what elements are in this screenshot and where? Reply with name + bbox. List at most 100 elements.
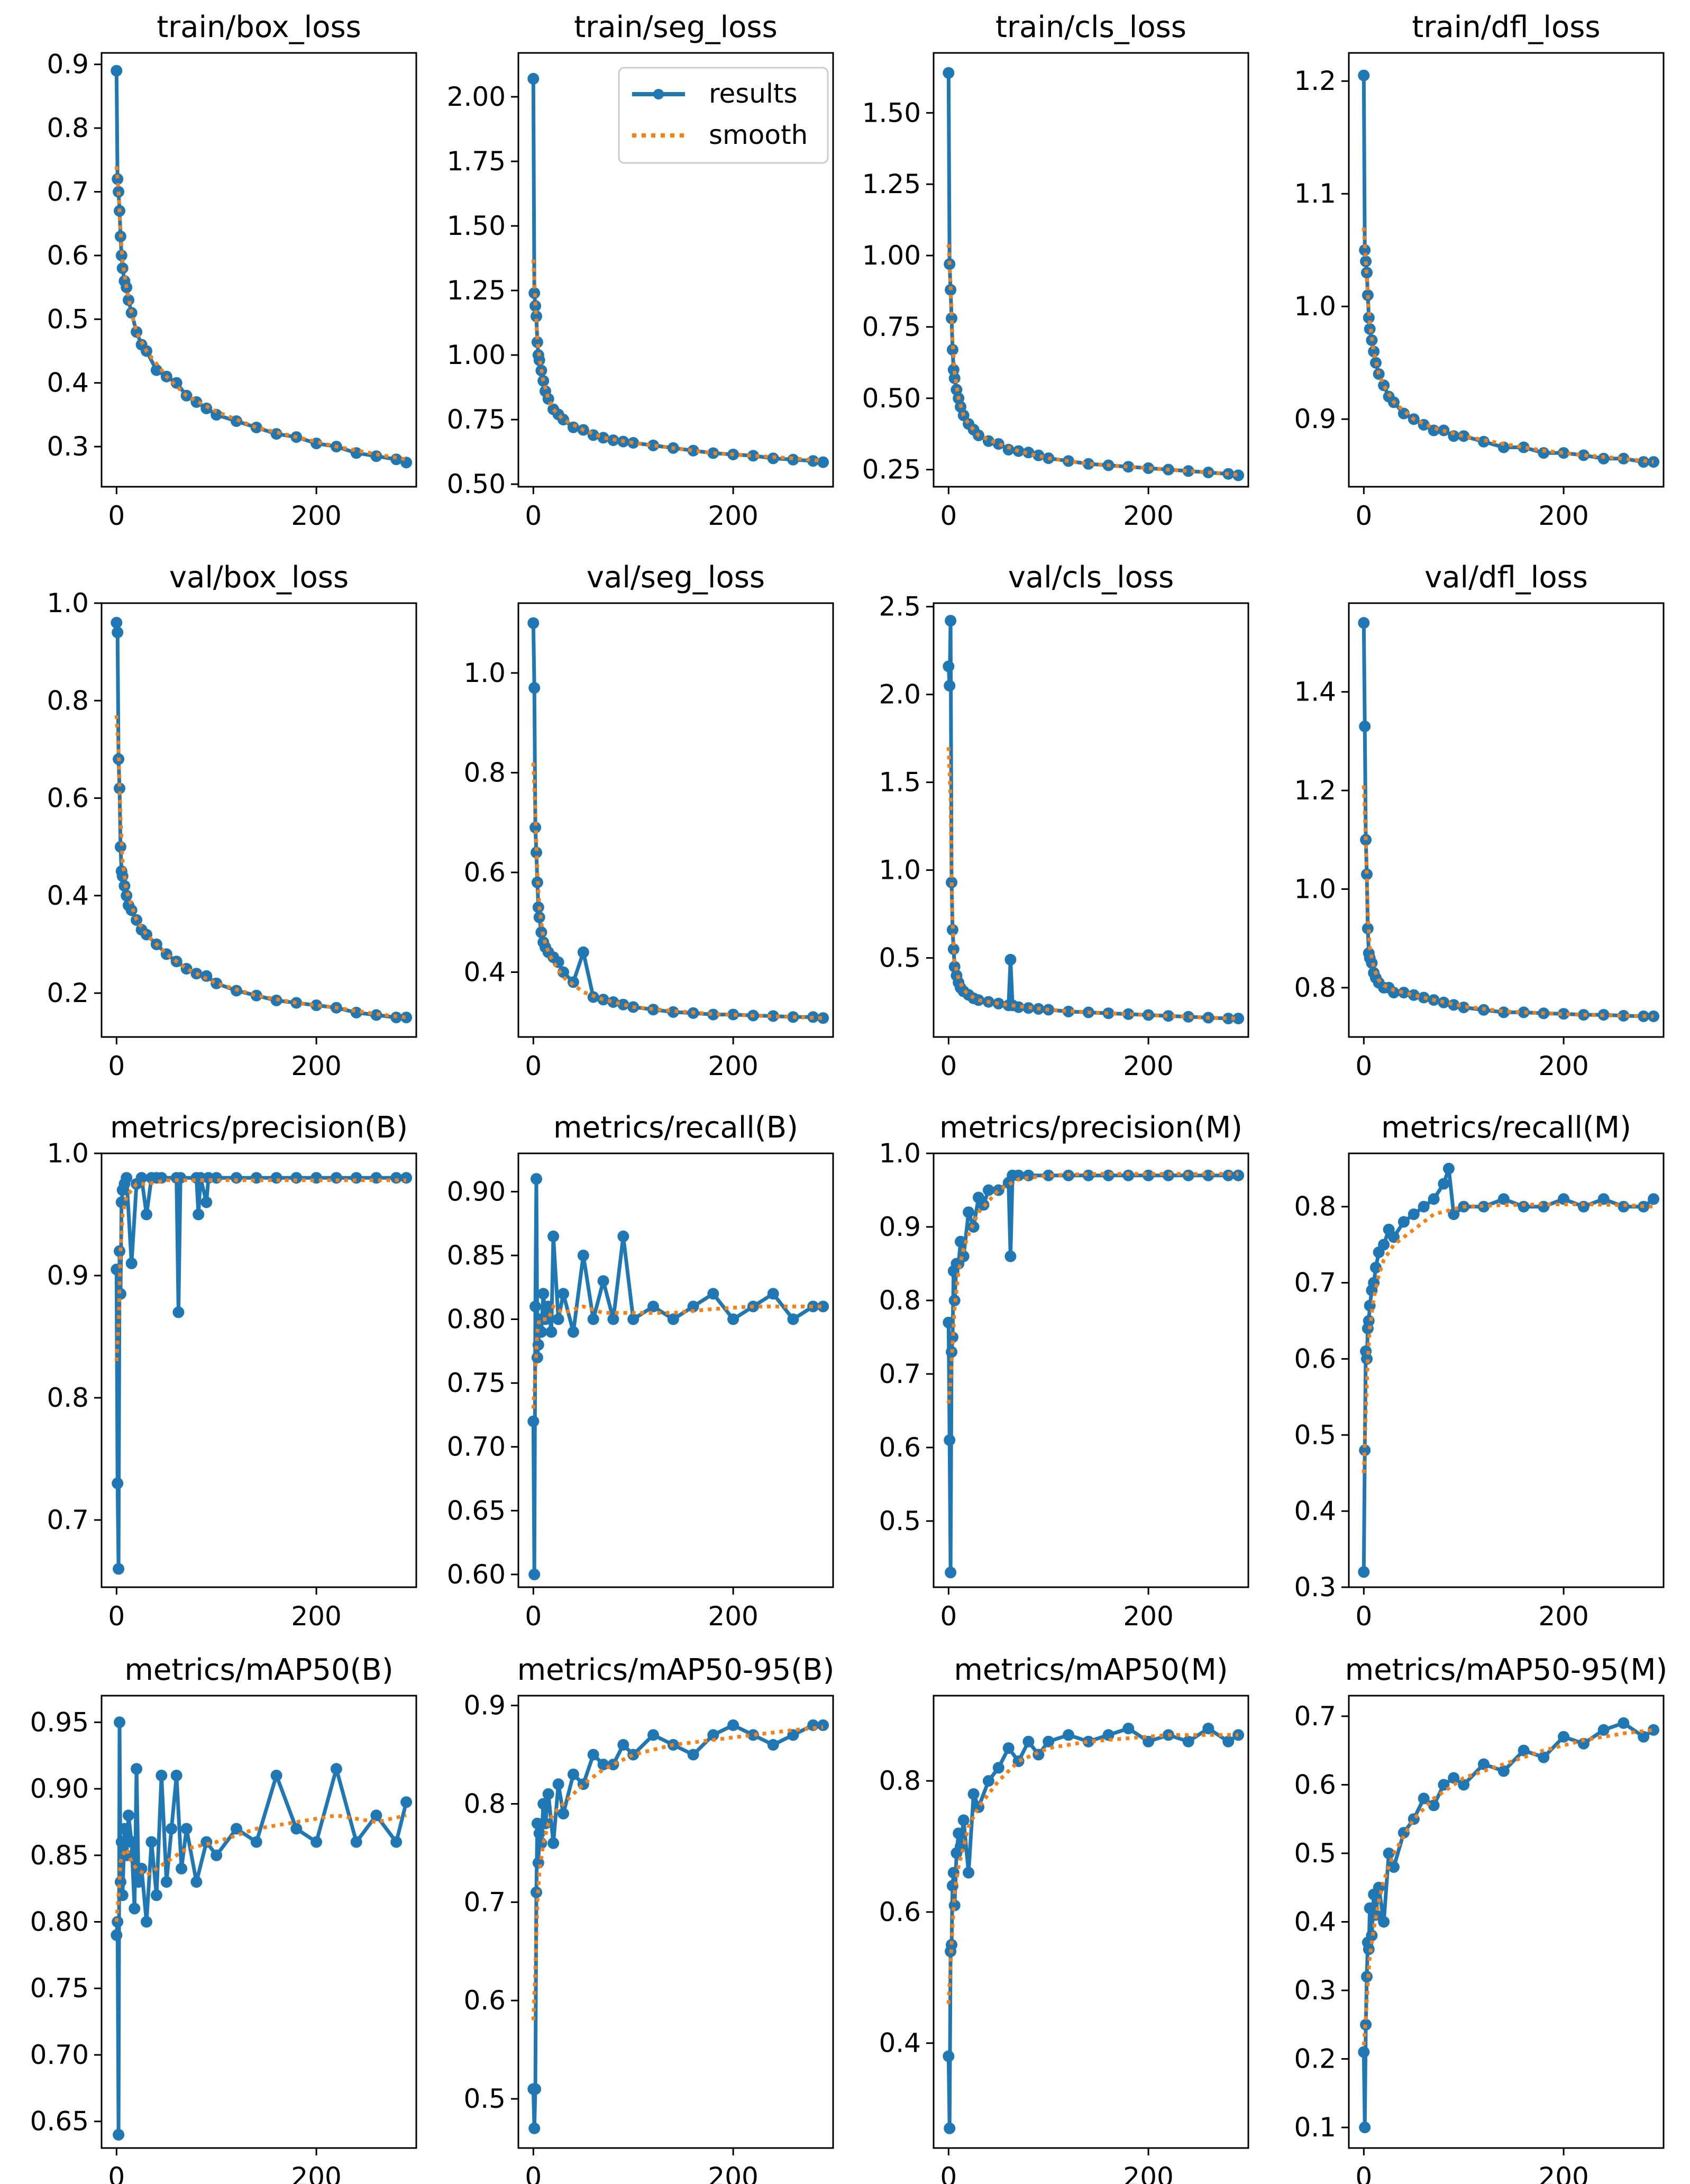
results-point [957,1814,970,1826]
results-point [400,1172,413,1184]
results-point [250,989,262,1002]
results-point [527,617,540,629]
axes-frame [101,602,417,1038]
results-point [118,1823,131,1835]
results-point [957,1250,970,1262]
results-point [531,336,543,348]
results-point [1122,1008,1135,1020]
results-point [542,1788,554,1800]
results-point [1518,1200,1530,1213]
results-point [1577,1200,1589,1213]
y-tick-label: 2.5 [879,592,921,622]
results-point [982,1775,994,1787]
x-tick-label: 0 [1355,1601,1372,1632]
smooth-line [114,1813,407,1922]
results-point [1358,69,1370,81]
results-point [1162,1010,1174,1022]
plot-data [1358,1717,1660,2134]
results-point [350,1836,362,1848]
y-tick-label: 0.5 [1294,1838,1336,1869]
y-tick-label: 1.5 [879,767,921,798]
results-point [943,660,955,672]
results-point [1358,617,1370,629]
x-tick-label: 200 [708,1051,758,1081]
subplot-train-seg-loss: train/seg_loss 0 200 0.50 0.75 1.00 1.25 1.50 1.… [447,10,834,531]
x-tick-label: 200 [1123,1051,1173,1081]
results-point [145,1836,158,1848]
subplot-val-cls-loss: val/cls_loss 0 200 0.5 1.0 1.5 2.0 2.5 [879,560,1249,1081]
results-point [1102,1729,1115,1741]
smooth-line [946,1172,1239,1404]
results-point [1063,1729,1074,1741]
smooth-line [114,715,407,1020]
results-point [1022,1002,1035,1014]
y-tick-label: 0.5 [879,943,921,973]
y-tick-label: 1.00 [447,340,506,370]
results-point [1143,462,1155,474]
smooth-line [1362,1202,1654,1473]
results-point [121,1172,133,1184]
results-point [112,1477,124,1489]
results-point [1397,407,1410,420]
results-point [310,1836,323,1848]
results-point [944,680,956,691]
results-point [111,1929,123,1941]
results-point [1378,379,1390,392]
results-point [1408,1208,1420,1221]
results-point [290,1823,303,1835]
y-tick-label: 0.6 [1294,1343,1336,1374]
results-point [390,1172,403,1184]
results-point [1458,430,1470,442]
y-tick-label: 0.1 [1294,2112,1336,2143]
results-point [529,2083,542,2095]
results-point [963,1867,975,1879]
x-tick-label: 0 [1355,1051,1372,1081]
results-point [647,1300,659,1313]
results-point [545,1326,558,1338]
subplot-title: train/seg_loss [574,10,778,44]
results-point [552,1313,564,1325]
y-tick-label: 1.2 [1294,66,1336,96]
plot-data [111,65,413,469]
smooth-line [114,166,407,461]
axes-frame [933,52,1249,488]
axes-frame [101,52,417,488]
results-point [113,1563,125,1575]
results-point [370,1809,382,1822]
y-tick-label: 0.75 [447,1368,506,1398]
results-point [945,1567,957,1579]
y-tick-label: 1.75 [447,146,506,177]
results-point [531,1817,543,1830]
results-point [1388,987,1400,999]
y-tick-label: 0.4 [47,368,89,398]
results-point [1648,1193,1660,1205]
results-point [1182,1011,1194,1023]
results-point [529,1300,542,1313]
x-tick-label: 200 [708,1601,758,1632]
smooth-line [946,1733,1239,2004]
results-point [627,437,640,449]
results-point [947,363,960,376]
results-point [1122,1723,1135,1734]
results-point [180,1823,193,1835]
smooth-line [946,747,1239,1021]
y-tick-label: 0.75 [30,1973,89,2004]
results-point [597,994,609,1006]
results-point [390,453,403,466]
results-point [1638,1731,1650,1743]
results-point [231,1172,242,1184]
results-point [767,1288,779,1300]
x-tick-label: 200 [708,2162,758,2184]
results-point [1363,1315,1375,1327]
results-point [627,1313,640,1325]
results-point [1618,1009,1630,1022]
y-tick-label: 0.9 [463,1690,506,1721]
results-point [687,1749,699,1761]
results-point [1388,1231,1400,1243]
results-point [946,312,957,324]
y-tick-label: 0.6 [47,240,89,271]
results-point [528,2122,541,2134]
results-point [135,1862,148,1874]
x-tick-label: 0 [525,1601,542,1632]
subplot-title: metrics/mAP50(M) [954,1653,1228,1687]
